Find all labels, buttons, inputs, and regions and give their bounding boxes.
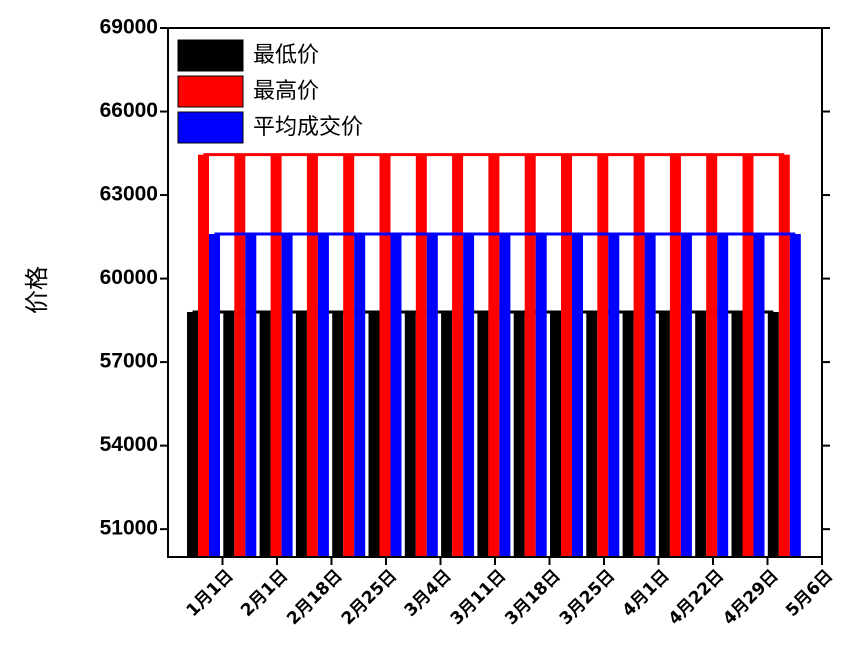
bar: [415, 154, 427, 557]
x-tick-label: 3月4日: [401, 566, 456, 621]
legend-label: 平均成交价: [253, 115, 363, 140]
legend-swatch: [177, 75, 244, 108]
legend-label: 最高价: [253, 79, 319, 104]
bar: [488, 154, 500, 557]
legend-label: 最低价: [253, 43, 319, 68]
y-axis-title: 价格: [23, 266, 51, 314]
bar: [477, 311, 489, 557]
bar: [695, 311, 707, 557]
bar: [535, 234, 547, 557]
bar: [452, 154, 464, 557]
bar: [513, 311, 525, 557]
plot-frame: [167, 27, 823, 558]
y-tick-label: 54000: [100, 433, 158, 456]
bar: [270, 154, 282, 557]
bar: [343, 154, 355, 557]
y-tick-label: 51000: [100, 517, 158, 540]
bar: [379, 154, 391, 557]
bar: [597, 154, 609, 557]
bar: [354, 234, 366, 557]
bar: [281, 234, 293, 557]
bar: [561, 154, 572, 557]
x-tick-label: 3月18日: [501, 566, 564, 629]
bar: [463, 234, 475, 557]
bar: [426, 234, 438, 557]
bar: [778, 154, 790, 557]
bar: [234, 154, 246, 557]
x-tick-label: 2月25日: [338, 566, 401, 629]
x-tick-label: 4月22日: [665, 566, 728, 629]
bar: [223, 311, 235, 557]
bar: [259, 311, 271, 557]
bar: [390, 234, 402, 557]
legend-swatch: [177, 39, 244, 72]
x-tick-label: 2月18日: [283, 566, 346, 629]
bar: [742, 154, 754, 557]
bar: [731, 311, 743, 557]
y-tick-label: 66000: [100, 99, 158, 122]
bar: [633, 154, 645, 557]
bar: [608, 234, 620, 557]
y-tick-label: 69000: [100, 16, 158, 39]
bar: [295, 311, 307, 557]
x-tick-label: 3月25日: [556, 566, 619, 629]
bar: [622, 311, 634, 557]
bar: [767, 311, 779, 557]
bar: [550, 311, 561, 557]
bar: [658, 311, 670, 557]
bar: [404, 311, 416, 557]
bar: [368, 311, 380, 557]
bar: [441, 311, 453, 557]
bar: [198, 154, 209, 557]
x-tick-label: 3月11日: [447, 566, 510, 629]
bar: [499, 234, 511, 557]
y-tick-label: 57000: [100, 350, 158, 373]
x-tick-label: 2月1日: [237, 566, 292, 621]
y-tick-label: 60000: [100, 266, 158, 289]
bar: [586, 311, 598, 557]
bar: [332, 311, 344, 557]
bar: [317, 234, 329, 557]
bar: [789, 234, 801, 557]
bar: [753, 234, 765, 557]
bar: [187, 311, 198, 557]
bar: [669, 154, 681, 557]
x-tick-label: 4月1日: [619, 566, 674, 621]
bar: [644, 234, 656, 557]
bar: [706, 154, 718, 557]
bar: [680, 234, 692, 557]
x-tick-label: 5月6日: [782, 566, 837, 621]
x-tick-label: 1月1日: [183, 566, 238, 621]
x-tick-label: 4月29日: [719, 566, 782, 629]
bar: [524, 154, 536, 557]
legend-swatch: [177, 111, 244, 144]
bar: [245, 234, 257, 557]
bar: [572, 234, 583, 557]
bar: [306, 154, 318, 557]
y-tick-label: 63000: [100, 183, 158, 206]
bar: [717, 234, 729, 557]
bar: [209, 234, 220, 557]
